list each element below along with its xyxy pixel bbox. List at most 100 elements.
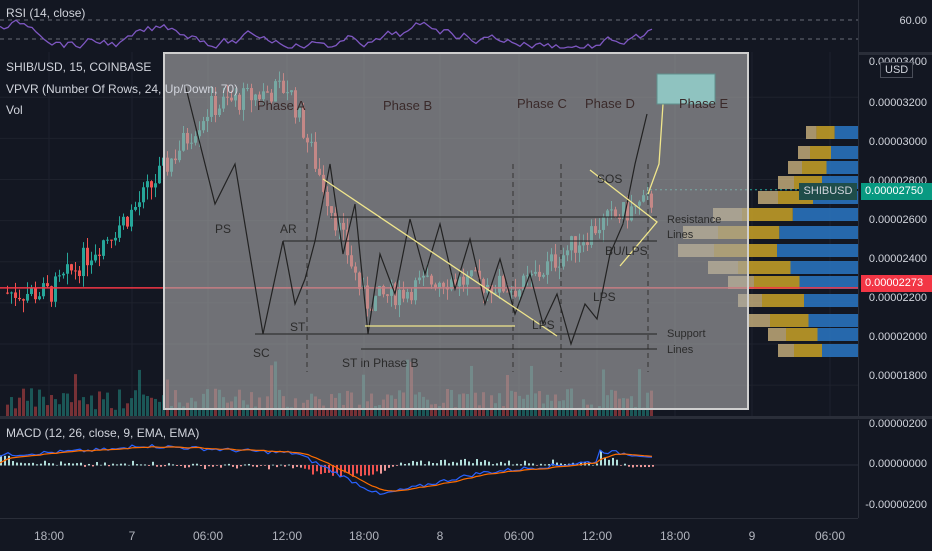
time-axis[interactable]: 18:00 7 06:00 12:00 18:00 8 06:00 12:00 …	[0, 518, 858, 551]
volume-bar	[486, 407, 489, 416]
macd-legend: MACD (12, 26, close, 9, EMA, EMA)	[6, 426, 200, 440]
volume-bar	[378, 405, 381, 416]
volume-bar	[50, 395, 53, 416]
volume-profile-bar	[834, 126, 858, 139]
macd-histogram-bar	[56, 464, 58, 466]
time-tick: 18:00	[33, 529, 65, 543]
macd-histogram-bar	[480, 461, 482, 466]
macd-histogram-bar	[164, 465, 166, 467]
vol-legend[interactable]: Vol	[6, 103, 23, 117]
macd-histogram-bar	[236, 465, 238, 469]
volume-bar	[342, 404, 345, 416]
volume-profile-bar	[798, 146, 810, 159]
candle-body	[142, 187, 145, 203]
macd-histogram-bar	[184, 465, 186, 468]
macd-histogram-bar	[548, 464, 550, 466]
pane-separator-2[interactable]	[0, 416, 932, 419]
macd-histogram-bar	[212, 465, 214, 467]
macd-histogram-bar	[392, 465, 394, 467]
phase-b-label: Phase B	[383, 98, 433, 113]
volume-bar	[94, 409, 97, 416]
macd-histogram-bar	[268, 465, 270, 470]
macd-axis[interactable]: 0.00000200 0.00000000 -0.00000200	[858, 418, 932, 518]
volume-profile-bar	[786, 328, 818, 341]
macd-histogram-bar	[72, 463, 74, 466]
macd-pane[interactable]: MACD (12, 26, close, 9, EMA, EMA)	[0, 420, 858, 518]
volume-bar	[98, 391, 101, 416]
macd-histogram-bar	[388, 465, 390, 468]
macd-histogram-bar	[632, 465, 634, 468]
candle-body	[26, 293, 29, 301]
macd-chart	[0, 443, 858, 496]
volume-bar	[262, 407, 265, 416]
phase-c-label: Phase C	[517, 96, 567, 111]
macd-histogram-bar	[60, 461, 62, 466]
volume-profile-bar	[777, 244, 858, 257]
macd-histogram-bar	[180, 465, 182, 467]
macd-histogram-bar	[280, 464, 282, 466]
volume-profile-bar	[770, 314, 809, 327]
macd-histogram-bar	[512, 464, 514, 466]
macd-histogram-bar	[436, 463, 438, 466]
macd-histogram-bar	[264, 465, 266, 466]
rsi-pane[interactable]: RSI (14, close)	[0, 0, 858, 52]
volume-profile-bar	[758, 191, 778, 204]
macd-histogram-bar	[296, 465, 298, 467]
wyckoff-schematic-overlay: Phase A Phase B Phase C Phase D Phase E …	[163, 52, 749, 410]
macd-histogram-bar	[352, 465, 354, 477]
macd-histogram-bar	[244, 464, 246, 466]
macd-histogram-bar	[404, 463, 406, 466]
candle-body	[38, 296, 41, 300]
volume-bar	[102, 399, 105, 416]
candle-body	[86, 247, 89, 266]
candle-body	[14, 292, 17, 298]
label-ps: PS	[215, 222, 232, 236]
volume-bar	[30, 388, 33, 416]
macd-histogram-bar	[360, 465, 362, 477]
macd-histogram-bar	[188, 465, 190, 468]
volume-bar	[154, 398, 157, 416]
volume-bar	[118, 389, 121, 416]
volume-bar	[74, 374, 77, 416]
volume-bar	[594, 409, 597, 416]
rsi-axis[interactable]: 60.00	[858, 0, 932, 52]
volume-bar	[54, 399, 57, 416]
candle-body	[110, 239, 113, 241]
macd-histogram-bar	[564, 464, 566, 466]
red-line-price-tag: 0.00002273	[861, 275, 932, 292]
macd-histogram-bar	[292, 465, 294, 469]
candle-body	[6, 292, 9, 294]
macd-histogram-bar	[524, 460, 526, 466]
macd-histogram-bar	[376, 465, 378, 472]
volume-bar	[182, 406, 185, 416]
volume-bar	[10, 397, 13, 416]
macd-histogram-bar	[472, 463, 474, 466]
vpvr-legend[interactable]: VPVR (Number Of Rows, 24, Up/Down, 70)	[6, 82, 239, 96]
macd-histogram-bar	[460, 459, 462, 466]
phase-d-label: Phase D	[585, 96, 635, 111]
macd-tick: 0.00000200	[868, 418, 927, 430]
currency-button[interactable]: USD	[880, 62, 914, 78]
price-tick: 0.00003000	[868, 136, 927, 148]
macd-histogram-bar	[468, 461, 470, 466]
candle-body	[70, 264, 73, 271]
price-tick: 0.00002200	[868, 292, 927, 304]
volume-bar	[598, 406, 601, 416]
candle-body	[58, 275, 61, 277]
volume-bar	[78, 400, 81, 416]
volume-bar	[6, 404, 9, 416]
macd-histogram-bar	[160, 465, 162, 467]
macd-histogram-bar	[32, 462, 34, 466]
label-bu-lps: BU/LPS	[605, 244, 648, 258]
symbol-legend[interactable]: SHIB/USD, 15, COINBASE	[6, 60, 152, 74]
macd-histogram-bar	[20, 462, 22, 466]
macd-histogram-bar	[580, 461, 582, 466]
price-axis[interactable]: 0.00003400 0.00003200 0.00003000 0.00002…	[799, 55, 932, 416]
volume-bar	[26, 400, 29, 416]
macd-histogram-bar	[424, 464, 426, 466]
macd-histogram-bar	[44, 460, 46, 466]
macd-histogram-bar	[312, 465, 314, 475]
volume-bar	[90, 395, 93, 416]
macd-histogram-bar	[412, 460, 414, 466]
symbol-tag-price: 0.00002750	[865, 185, 924, 197]
